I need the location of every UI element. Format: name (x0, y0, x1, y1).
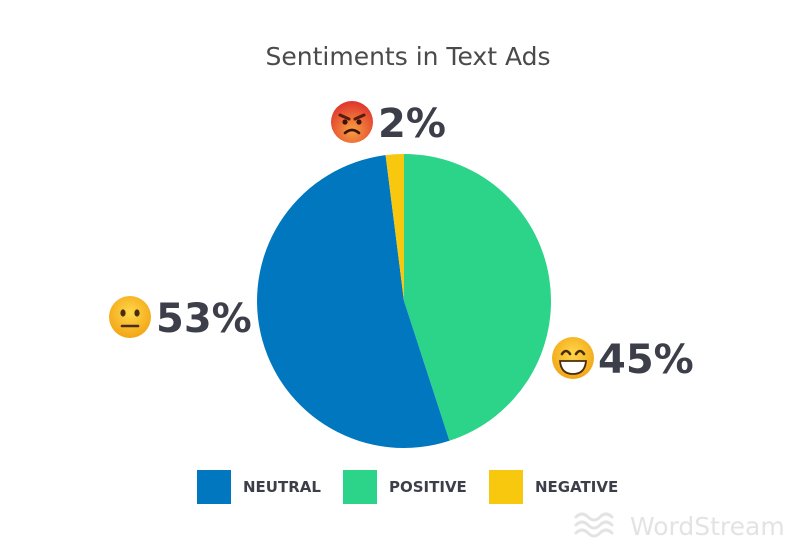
branding: WordStream (574, 512, 785, 541)
legend-item-neutral: NEUTRAL (197, 470, 321, 504)
label-negative: 2% (331, 101, 446, 147)
legend-label-neutral: NEUTRAL (243, 478, 321, 496)
legend-item-positive: POSITIVE (343, 470, 467, 504)
legend-label-positive: POSITIVE (389, 478, 467, 496)
grinning-face-emoji (552, 337, 594, 379)
pie-slices (257, 154, 552, 448)
chart-title: Sentiments in Text Ads (266, 42, 551, 71)
legend-swatch-positive (343, 470, 377, 504)
neutral-face-emoji (109, 296, 151, 338)
pct-label-negative: 2% (378, 101, 446, 147)
waves-logo-icon (574, 512, 614, 538)
pie-slice-negative (385, 154, 404, 301)
pie-slice-neutral (257, 155, 450, 448)
pie-slice-positive (404, 154, 552, 441)
brand-name: WordStream (630, 512, 785, 541)
legend: NEUTRAL POSITIVE NEGATIVE (197, 470, 618, 504)
angry-face-emoji (331, 101, 373, 143)
legend-item-negative: NEGATIVE (489, 470, 618, 504)
pct-label-neutral: 53% (156, 296, 252, 342)
legend-label-negative: NEGATIVE (535, 478, 618, 496)
legend-swatch-negative (489, 470, 523, 504)
label-neutral: 53% (109, 296, 252, 342)
pct-label-positive: 45% (598, 337, 694, 383)
label-positive: 45% (552, 337, 694, 383)
legend-swatch-neutral (197, 470, 231, 504)
